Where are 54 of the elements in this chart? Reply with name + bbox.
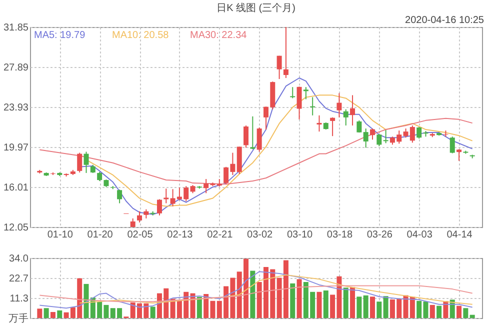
bar <box>37 308 42 318</box>
y-tick-label: 22.7 <box>9 273 29 284</box>
chart-title: 日K 线图 (三个月) <box>216 2 296 14</box>
bar <box>250 270 256 318</box>
bar <box>430 304 435 318</box>
text: 2020-04-16 10:25 <box>405 15 484 26</box>
y-tick-label: 34.0 <box>9 254 29 264</box>
x-tick-label: 02-21 <box>207 230 234 240</box>
x-tick-label: 02-05 <box>127 230 154 240</box>
bar <box>343 288 348 318</box>
x-tick-label: 03-26 <box>366 230 393 240</box>
bar <box>150 306 156 318</box>
bar <box>196 296 202 318</box>
x-tick-label: 03-02 <box>247 230 274 240</box>
y-tick-label: 27.89 <box>3 62 29 74</box>
x-tick-label: 04-03 <box>406 230 433 240</box>
x-tick-label: 01-10 <box>47 230 74 240</box>
bar <box>376 302 382 318</box>
x-tick-label: 03-18 <box>326 230 353 240</box>
bar <box>383 296 388 318</box>
y-tick-label: 12.05 <box>3 222 29 234</box>
bar <box>436 306 442 318</box>
bar <box>57 310 62 318</box>
x-tick-label: 03-10 <box>286 230 313 240</box>
bar <box>296 279 302 318</box>
candlestick <box>463 150 468 154</box>
bar <box>356 296 362 318</box>
bar <box>50 312 56 318</box>
text: MA5: 19.79 <box>34 30 86 41</box>
bar <box>350 287 356 318</box>
line-series <box>79 274 473 305</box>
text: MA10: 20.58 <box>112 30 170 41</box>
bar <box>44 308 49 318</box>
bar <box>323 290 328 318</box>
y-tick-label: 11.3 <box>10 294 29 305</box>
bar <box>456 306 462 318</box>
x-tick-label: 02-13 <box>167 230 194 240</box>
y-tick-label: 19.97 <box>3 142 29 154</box>
bar <box>290 283 296 318</box>
x-tick-label: 01-20 <box>87 230 114 240</box>
line-series <box>39 285 473 302</box>
bar <box>470 314 475 318</box>
line-series <box>39 271 473 309</box>
y-tick-label: 23.93 <box>3 102 29 114</box>
bar <box>316 292 322 318</box>
bar <box>370 296 375 318</box>
bar <box>463 308 468 318</box>
text: MA30: 22.34 <box>190 30 248 41</box>
y-tick-label: 31.85 <box>3 22 29 34</box>
y-tick-label: 万手 <box>8 312 28 324</box>
bar <box>363 295 368 318</box>
x-tick-label: 04-14 <box>446 230 473 240</box>
line-series <box>39 118 473 185</box>
y-tick-label: 16.01 <box>3 182 29 194</box>
